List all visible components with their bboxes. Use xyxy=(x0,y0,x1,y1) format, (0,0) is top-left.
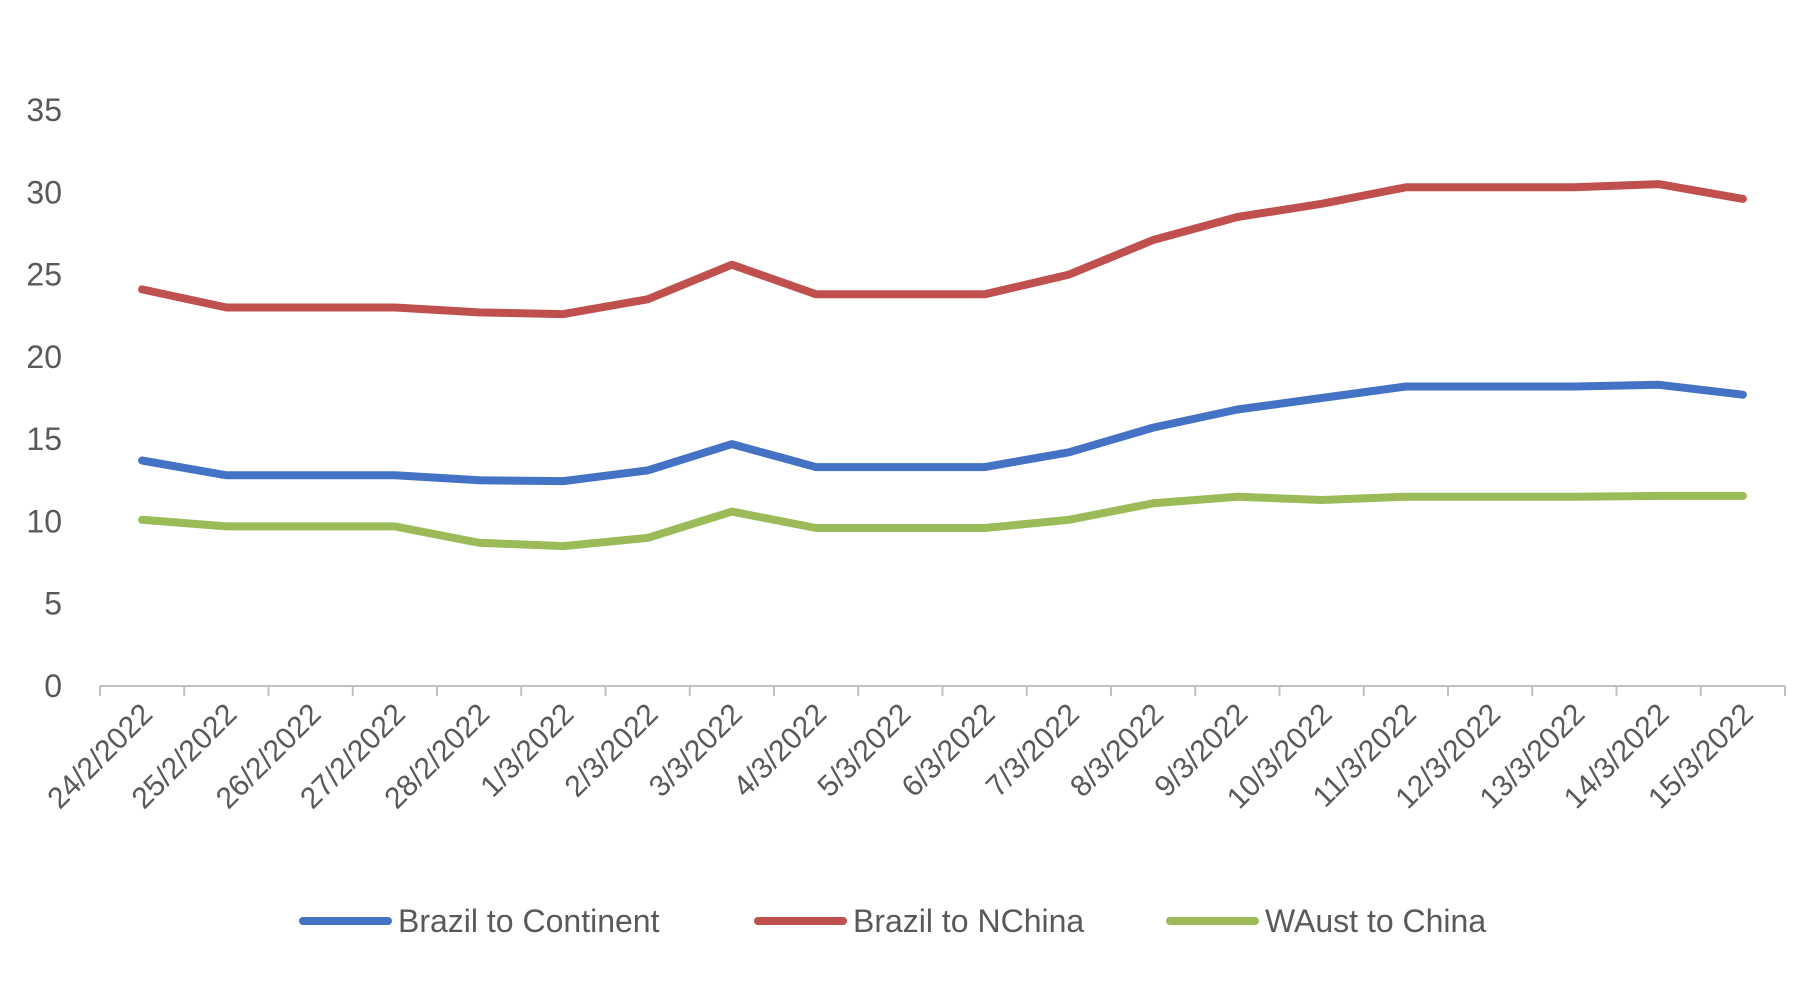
x-tick-label: 8/3/2022 xyxy=(1064,698,1170,804)
x-tick-label: 3/3/2022 xyxy=(643,698,749,804)
series-lines xyxy=(138,180,1747,551)
y-tick-label: 5 xyxy=(44,586,62,622)
y-tick-label: 0 xyxy=(44,668,62,704)
x-tick-label: 4/3/2022 xyxy=(727,698,833,804)
x-tick-label: 6/3/2022 xyxy=(896,698,1002,804)
x-axis-tick-marks xyxy=(99,686,1786,696)
y-tick-label: 15 xyxy=(26,421,62,457)
legend-label: WAust to China xyxy=(1265,903,1486,939)
y-tick-label: 25 xyxy=(26,257,62,293)
series-line-0 xyxy=(138,380,1747,486)
series-line-2 xyxy=(138,491,1747,551)
x-tick-label: 2/3/2022 xyxy=(559,698,665,804)
legend-label: Brazil to NChina xyxy=(853,903,1084,939)
y-tick-label: 10 xyxy=(26,503,62,539)
legend: Brazil to Continent Brazil to NChina WAust… xyxy=(299,903,1486,939)
legend-label: Brazil to Continent xyxy=(398,903,660,939)
x-axis-ticks: 24/2/202225/2/202226/2/202227/2/202228/2… xyxy=(41,698,1759,816)
y-tick-label: 35 xyxy=(26,92,62,128)
x-tick-label: 5/3/2022 xyxy=(811,698,917,804)
y-tick-label: 30 xyxy=(26,174,62,210)
x-tick-label: 7/3/2022 xyxy=(980,698,1086,804)
series-line-1 xyxy=(138,180,1747,319)
y-axis-ticks: 0 5 10 15 20 25 30 35 xyxy=(26,92,62,704)
y-tick-label: 20 xyxy=(26,339,62,375)
x-tick-label: 1/3/2022 xyxy=(474,698,580,804)
